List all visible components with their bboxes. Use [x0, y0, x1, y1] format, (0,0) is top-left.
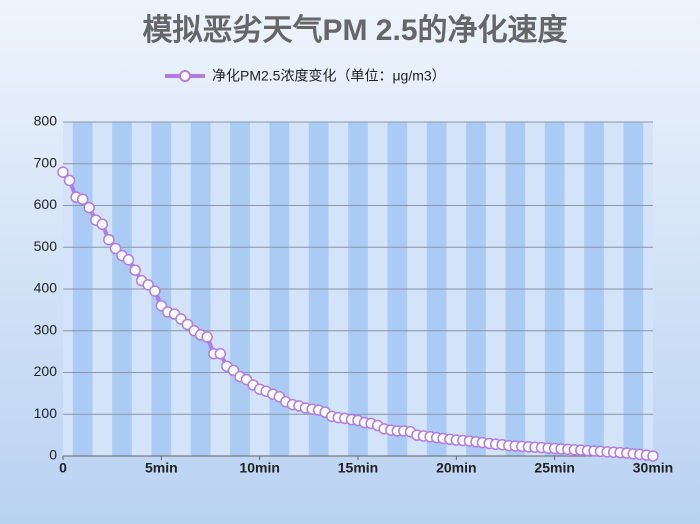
y-tick-label: 800 [34, 113, 58, 129]
x-tick-label: 20min [436, 460, 476, 476]
point [129, 264, 141, 276]
chart-title: 模拟恶劣天气PM 2.5的净化速度 [142, 13, 567, 47]
legend-marker [179, 70, 191, 82]
point [122, 254, 135, 266]
y-tick-label: 0 [49, 447, 57, 463]
point [103, 233, 115, 246]
x-tick-label: 10min [239, 460, 279, 476]
y-tick-label: 200 [34, 363, 58, 379]
x-tick-label: 0 [59, 460, 67, 476]
x-tick-label: 25min [534, 460, 574, 476]
point [76, 193, 89, 205]
legend-label: 净化PM2.5浓度变化（单位：μg/m3） [212, 68, 446, 84]
y-tick-label: 700 [34, 154, 58, 170]
point [201, 331, 213, 343]
point [63, 174, 76, 187]
x-tick-label: 15min [338, 460, 378, 476]
point [57, 166, 69, 178]
x-tick-label: 5min [145, 460, 178, 476]
y-tick-label: 100 [34, 405, 58, 421]
point [149, 285, 161, 297]
point [96, 218, 109, 231]
y-tick-label: 500 [34, 238, 58, 254]
y-tick-label: 400 [34, 280, 58, 296]
point [647, 450, 659, 462]
point [109, 242, 122, 255]
x-tick-label: 30min [633, 460, 673, 476]
point [214, 347, 227, 360]
y-tick-label: 600 [34, 196, 58, 212]
y-tick-label: 300 [34, 321, 58, 337]
point [83, 201, 95, 214]
